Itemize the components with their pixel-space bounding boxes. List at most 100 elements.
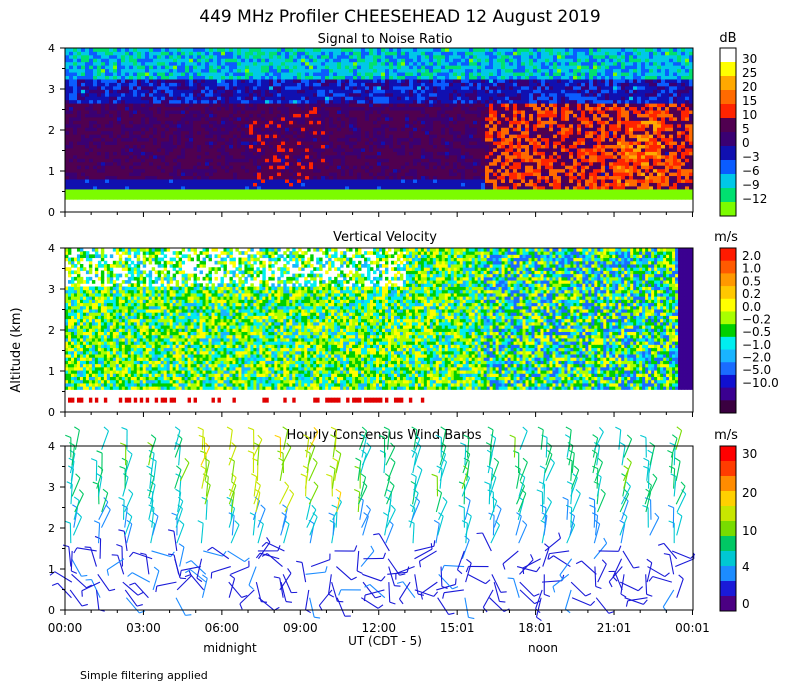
snr-cell <box>241 133 246 139</box>
snr-cell <box>445 123 450 128</box>
snr-cell <box>113 116 118 121</box>
snr-cell <box>449 116 454 121</box>
snr-cell <box>221 102 226 108</box>
snr-cell <box>201 75 206 80</box>
snr-cell <box>157 95 162 101</box>
snr-cell <box>129 71 134 76</box>
snr-cell <box>101 85 106 90</box>
snr-cell <box>381 189 386 200</box>
snr-cell <box>285 47 290 52</box>
snr-cell <box>249 99 254 104</box>
snr-cell <box>513 130 518 135</box>
snr-cell <box>85 161 90 166</box>
snr-cell <box>441 154 446 159</box>
snr-cell <box>173 92 178 97</box>
snr-cell <box>249 113 254 118</box>
snr-cell <box>285 61 290 66</box>
snr-cell <box>501 89 506 94</box>
snr-cell <box>213 85 218 90</box>
snr-cell <box>177 158 182 163</box>
snr-cell <box>93 51 98 56</box>
snr-cell <box>213 182 218 187</box>
snr-cell <box>233 168 238 173</box>
snr-cell <box>397 140 402 145</box>
snr-cell <box>277 164 282 170</box>
snr-cell <box>269 133 274 139</box>
snr-cell <box>413 113 418 118</box>
snr-cell <box>417 75 422 80</box>
snr-cell <box>457 116 462 121</box>
snr-cell <box>457 99 462 104</box>
snr-cell <box>301 102 306 108</box>
snr-cell <box>301 61 306 66</box>
snr-cell <box>533 78 538 83</box>
snr-cell <box>133 75 138 80</box>
snr-cell <box>309 68 314 73</box>
snr-cell <box>389 113 394 118</box>
snr-cell <box>125 54 130 59</box>
snr-cell <box>321 158 326 163</box>
snr-cell <box>129 178 134 183</box>
snr-cell <box>257 68 262 73</box>
snr-cell <box>169 85 174 90</box>
snr-cell <box>285 68 290 73</box>
snr-cell <box>149 151 154 156</box>
snr-cell <box>185 106 190 111</box>
snr-cell <box>317 164 322 170</box>
snr-cell <box>457 147 462 152</box>
snr-cell <box>165 95 170 101</box>
snr-cell <box>517 175 522 180</box>
snr-cell <box>533 147 538 152</box>
snr-cell <box>121 137 126 142</box>
snr-cell <box>77 89 82 94</box>
snr-cell <box>189 175 194 180</box>
snr-cell <box>133 127 138 132</box>
snr-cell <box>157 71 162 76</box>
snr-cell <box>445 68 450 73</box>
snr-cell <box>289 123 294 128</box>
snr-cell <box>225 116 230 121</box>
snr-cell <box>433 89 438 94</box>
snr-cell <box>525 113 530 118</box>
snr-cell <box>281 109 286 114</box>
snr-cell <box>393 106 398 111</box>
snr-cell <box>153 140 158 145</box>
snr-cell <box>309 71 314 76</box>
snr-cell <box>521 140 526 145</box>
snr-cell <box>97 175 102 180</box>
snr-cell <box>353 120 358 125</box>
snr-cell <box>73 78 78 83</box>
snr-cell <box>213 158 218 163</box>
snr-cell <box>321 133 326 139</box>
snr-cell <box>437 113 442 118</box>
snr-cell <box>233 47 238 52</box>
snr-cell <box>401 189 406 200</box>
snr-cell <box>413 175 418 180</box>
snr-cell <box>393 109 398 114</box>
snr-cell <box>129 89 134 94</box>
snr-cell <box>373 168 378 173</box>
snr-cell <box>141 102 146 108</box>
snr-cell <box>169 58 174 63</box>
snr-cell <box>65 95 70 101</box>
snr-cell <box>305 161 310 166</box>
snr-cell <box>305 85 310 90</box>
snr-cell <box>297 68 302 73</box>
snr-cell <box>133 137 138 142</box>
snr-cell <box>453 189 458 200</box>
snr-cell <box>473 182 478 187</box>
snr-cell <box>273 85 278 90</box>
snr-cell <box>105 164 110 170</box>
snr-cell <box>177 144 182 149</box>
snr-cell <box>421 78 426 83</box>
snr-cell <box>449 171 454 177</box>
snr-cell <box>373 113 378 118</box>
snr-cell <box>333 58 338 63</box>
snr-cell <box>221 95 226 101</box>
snr-cell <box>293 144 298 149</box>
snr-cell <box>461 147 466 152</box>
snr-cell <box>489 64 494 70</box>
snr-cell <box>417 175 422 180</box>
snr-cell <box>185 161 190 166</box>
snr-cell <box>249 123 254 128</box>
